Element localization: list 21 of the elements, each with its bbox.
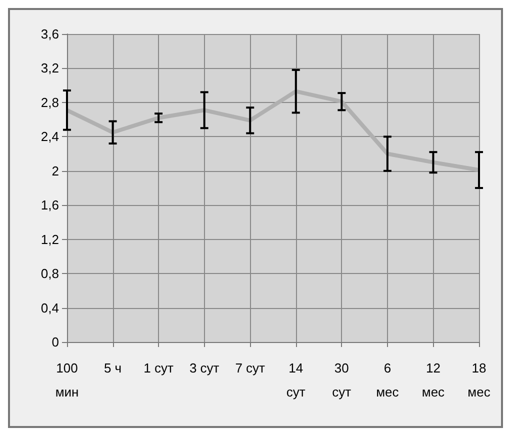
x-tick-label: 1 сут <box>144 360 174 376</box>
x-tick-label: 30 сут <box>332 360 352 400</box>
y-tick-label: 0,8 <box>40 266 59 282</box>
y-tick-label: 0,4 <box>40 300 59 316</box>
x-tick-label: 6 мес <box>376 360 400 400</box>
y-tick-label: 2,4 <box>40 129 59 144</box>
y-tick-label: 0 <box>52 334 59 350</box>
x-tick-label: 7 сут <box>235 360 266 376</box>
x-tick-label: 5 ч <box>104 360 122 376</box>
y-tick-label: 3,6 <box>40 26 59 42</box>
x-tick-label: 18 мес <box>468 360 491 400</box>
x-tick-label: 3 сут <box>189 360 220 376</box>
x-tick-label: 12 мес <box>422 360 446 400</box>
y-tick-label: 1,6 <box>40 198 59 213</box>
y-tick-label: 2 <box>52 163 59 178</box>
line-series <box>65 89 481 172</box>
x-tick-label: 100 мин <box>55 360 79 400</box>
y-tick-label: 3,2 <box>40 60 59 76</box>
x-tick-label: 14 сут <box>286 360 306 400</box>
y-tick-label: 1,2 <box>40 232 59 247</box>
y-tick-label: 2,8 <box>40 94 59 110</box>
